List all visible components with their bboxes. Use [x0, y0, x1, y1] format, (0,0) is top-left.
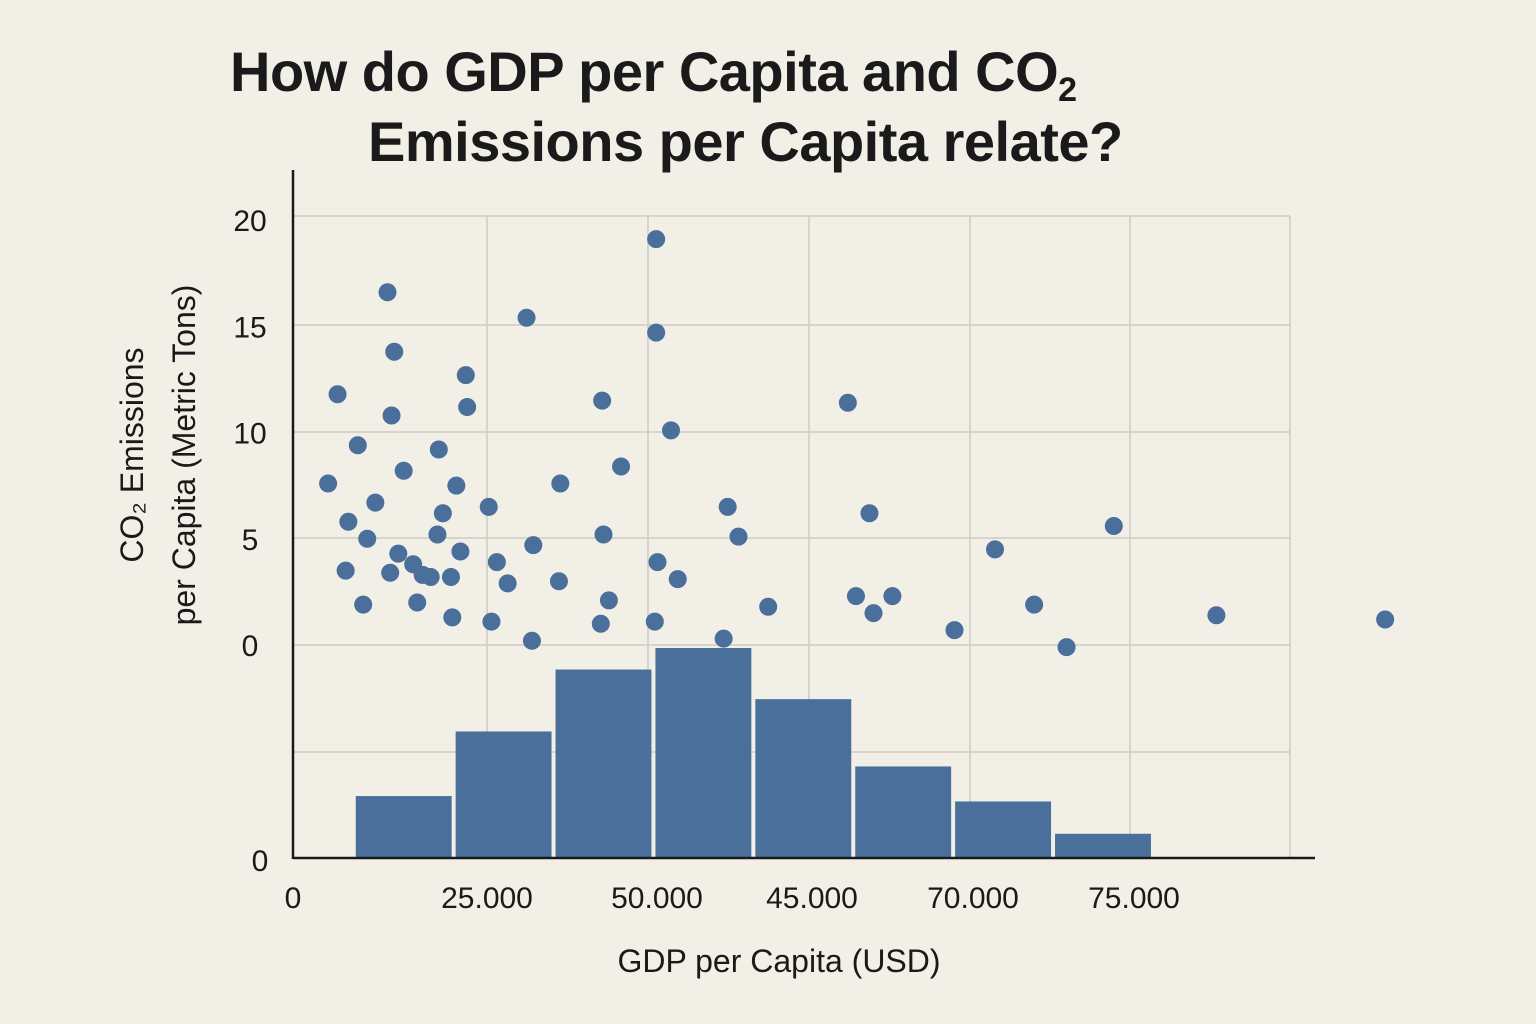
scatter-point	[594, 525, 613, 544]
scatter-point	[612, 457, 631, 476]
scatter-point	[354, 595, 373, 614]
scatter-point	[718, 497, 737, 516]
scatter-point	[1025, 595, 1044, 614]
scatter-point	[648, 553, 667, 572]
scatter-point	[662, 421, 680, 440]
scatter-point	[549, 572, 568, 591]
scatter-point	[441, 568, 460, 586]
histogram-bar	[955, 801, 1052, 858]
scatter-point	[428, 525, 447, 544]
histogram-bar	[1055, 833, 1151, 858]
scatter-point	[348, 436, 367, 455]
y-axis-title-line-2: per Capita (Metric Tons)	[166, 285, 202, 626]
scatter-point	[593, 391, 612, 410]
scatter-point	[482, 612, 501, 631]
scatter-point	[378, 283, 397, 302]
scatter-point	[522, 631, 541, 650]
scatter-point	[443, 608, 462, 627]
histogram-bar	[755, 699, 852, 858]
chart-title-line-2: Emissions per Capita relate?	[368, 110, 1123, 173]
x-tick-label: 45.000	[766, 882, 858, 915]
y-tick-label: 15	[233, 311, 266, 344]
scatter-point	[1376, 610, 1395, 629]
scatter-point	[433, 504, 452, 523]
scatter-point	[447, 476, 466, 495]
y-axis-title-line-1: CO₂ Emissions	[114, 347, 150, 562]
scatter-point	[524, 536, 543, 555]
scatter-point	[394, 461, 413, 480]
scatter-point	[339, 512, 358, 531]
histogram-bar	[455, 731, 552, 858]
scatter-point	[451, 542, 470, 561]
scatter-point	[714, 629, 733, 648]
scatter-point	[838, 393, 857, 412]
scatter-point	[487, 553, 506, 572]
scatter-point	[846, 587, 865, 606]
chart-title-line-1: How do GDP per Capita and CO2	[230, 40, 1077, 109]
scatter-point	[551, 474, 570, 493]
histogram-bar	[555, 669, 652, 858]
grid	[293, 215, 1291, 858]
y-tick-label-bottom: 0	[252, 845, 269, 878]
x-tick-labels: 0 25.000 50.000 45.000 70.000 75.000	[285, 882, 1180, 915]
scatter-point	[385, 342, 404, 361]
scatter-point	[759, 597, 778, 616]
scatter-point	[382, 406, 401, 425]
scatter-point	[421, 568, 440, 586]
x-axis-title: GDP per Capita (USD)	[617, 943, 940, 979]
scatter-point	[319, 474, 338, 493]
histogram-bar	[355, 796, 452, 858]
scatter-point	[1104, 517, 1123, 535]
scatter-point	[860, 504, 879, 523]
histogram-bars	[355, 648, 1151, 858]
scatter-point	[358, 529, 377, 548]
scatter-point	[945, 621, 964, 640]
scatter-point	[458, 398, 477, 416]
scatter-point	[328, 385, 347, 404]
scatter-point	[647, 230, 666, 249]
x-tick-label: 50.000	[611, 882, 703, 915]
scatter-point	[381, 563, 400, 582]
scatter-point	[729, 527, 748, 546]
scatter-point	[366, 493, 385, 512]
scatter-points	[319, 230, 1395, 657]
scatter-point	[645, 612, 664, 631]
y-tick-label: 20	[233, 205, 266, 238]
scatter-point	[591, 614, 610, 633]
scatter-point	[389, 544, 408, 563]
scatter-point	[479, 497, 498, 516]
scatter-point	[336, 561, 355, 580]
scatter-point	[517, 308, 536, 327]
y-tick-labels: 20 15 10 5 0 0	[233, 205, 268, 878]
scatter-point	[1207, 606, 1226, 625]
x-tick-label: 25.000	[441, 882, 533, 915]
histogram-bar	[855, 766, 952, 858]
scatter-point	[883, 587, 902, 606]
scatter-point	[498, 574, 517, 593]
axes	[291, 170, 1315, 860]
scatter-point	[599, 591, 618, 610]
histogram-bar	[655, 648, 752, 858]
x-tick-label: 70.000	[927, 882, 1019, 915]
scatter-point	[864, 604, 883, 623]
scatter-point	[986, 540, 1004, 559]
scatter-point	[668, 570, 687, 589]
y-axis-title: CO₂ Emissions per Capita (Metric Tons)	[114, 285, 202, 626]
scatter-point	[456, 366, 475, 385]
scatter-point	[647, 323, 666, 342]
scatter-point	[1057, 638, 1076, 657]
y-tick-label: 10	[233, 418, 266, 451]
x-tick-label: 75.000	[1088, 882, 1180, 915]
x-tick-label: 0	[285, 882, 302, 915]
scatter-point	[429, 440, 448, 459]
y-tick-label: 0	[242, 630, 259, 663]
y-tick-label: 5	[242, 524, 259, 557]
scatter-point	[408, 593, 427, 612]
